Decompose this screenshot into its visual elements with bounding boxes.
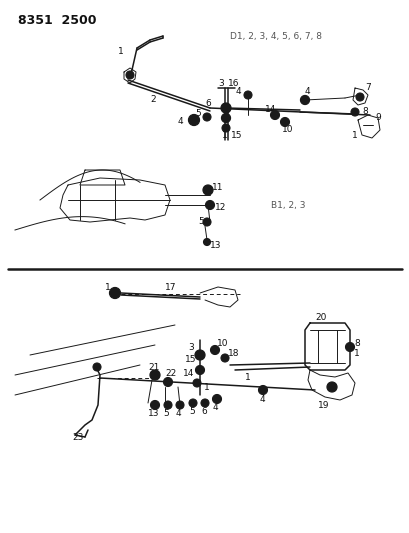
Text: 20: 20: [314, 312, 326, 321]
Text: 23: 23: [72, 432, 83, 441]
Text: 1: 1: [204, 383, 209, 392]
Circle shape: [195, 366, 204, 375]
Circle shape: [221, 114, 230, 123]
Text: 4: 4: [236, 87, 241, 96]
Text: 3: 3: [218, 79, 223, 88]
Circle shape: [163, 377, 172, 386]
Text: 4: 4: [178, 117, 183, 126]
Text: 9: 9: [374, 114, 380, 123]
Text: 5: 5: [198, 217, 203, 227]
Text: 7: 7: [364, 83, 370, 92]
Text: 22: 22: [164, 368, 176, 377]
Circle shape: [189, 399, 196, 407]
Text: 14: 14: [182, 368, 194, 377]
Text: 5: 5: [189, 407, 194, 416]
Circle shape: [258, 385, 267, 394]
Text: 17: 17: [164, 284, 176, 293]
Text: 1: 1: [353, 349, 359, 358]
Text: 10: 10: [216, 338, 228, 348]
Text: 1: 1: [118, 47, 124, 56]
Circle shape: [202, 218, 211, 226]
Circle shape: [195, 350, 204, 360]
Circle shape: [243, 91, 252, 99]
Text: 15: 15: [184, 356, 196, 365]
Text: 11: 11: [211, 182, 223, 191]
Circle shape: [109, 287, 120, 298]
Text: 1: 1: [351, 131, 357, 140]
Circle shape: [150, 400, 159, 409]
Text: 8: 8: [353, 338, 359, 348]
Text: 18: 18: [227, 349, 239, 358]
Circle shape: [355, 93, 363, 101]
Text: 19: 19: [317, 400, 329, 409]
Text: 1: 1: [221, 131, 227, 140]
Circle shape: [93, 363, 101, 371]
Circle shape: [193, 379, 200, 387]
Text: 21: 21: [148, 362, 159, 372]
Circle shape: [280, 117, 289, 126]
Text: 5: 5: [163, 408, 169, 417]
Circle shape: [221, 124, 229, 132]
Text: 3: 3: [188, 343, 193, 351]
Text: 5: 5: [195, 109, 200, 118]
Text: 8: 8: [361, 108, 367, 117]
Circle shape: [202, 185, 213, 195]
Text: 1: 1: [245, 374, 250, 383]
Text: 10: 10: [281, 125, 293, 134]
Text: B1, 2, 3: B1, 2, 3: [270, 201, 304, 209]
Text: 8351  2500: 8351 2500: [18, 14, 96, 27]
Circle shape: [164, 401, 172, 409]
Circle shape: [326, 382, 336, 392]
Text: 1: 1: [105, 282, 110, 292]
Text: 4: 4: [304, 86, 310, 95]
Circle shape: [200, 399, 209, 407]
Circle shape: [210, 345, 219, 354]
Circle shape: [205, 200, 214, 209]
Text: 15: 15: [230, 131, 242, 140]
Circle shape: [150, 370, 160, 380]
Circle shape: [188, 115, 199, 125]
Text: 12: 12: [214, 203, 226, 212]
Circle shape: [175, 401, 184, 409]
Circle shape: [345, 343, 354, 351]
Text: 4: 4: [259, 394, 265, 403]
Circle shape: [220, 103, 230, 113]
Circle shape: [126, 71, 134, 79]
Text: 14: 14: [264, 106, 276, 115]
Text: 4: 4: [175, 408, 181, 417]
Text: 6: 6: [204, 99, 210, 108]
Text: 6: 6: [200, 407, 206, 416]
Circle shape: [203, 238, 210, 246]
Circle shape: [350, 108, 358, 116]
Circle shape: [202, 113, 211, 121]
Text: 2: 2: [150, 95, 155, 104]
Circle shape: [212, 394, 221, 403]
Text: 13: 13: [148, 408, 159, 417]
Circle shape: [270, 110, 279, 119]
Circle shape: [300, 95, 309, 104]
Text: D1, 2, 3, 4, 5, 6, 7, 8: D1, 2, 3, 4, 5, 6, 7, 8: [229, 32, 321, 41]
Text: 16: 16: [227, 79, 239, 88]
Text: 13: 13: [209, 240, 221, 249]
Circle shape: [220, 354, 229, 362]
Text: 4: 4: [213, 402, 218, 411]
